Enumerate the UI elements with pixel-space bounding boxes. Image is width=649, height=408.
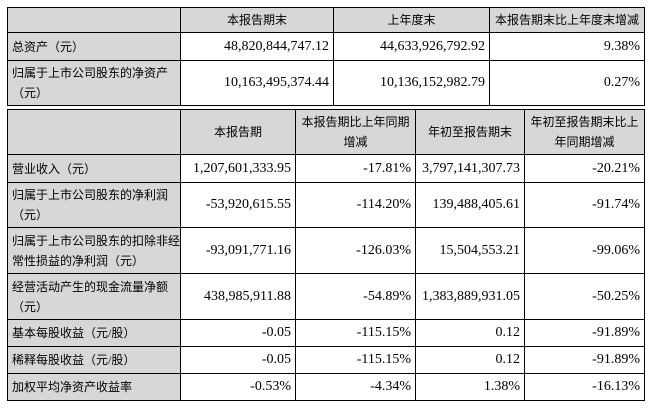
value-cell: 0.27% [489,60,645,106]
column-header-current-period-end: 本报告期末 [180,7,334,33]
value-cell: 44,633,926,792.92 [333,32,490,61]
value-cell: -114.20% [295,182,416,228]
value-cell: 10,163,495,374.44 [180,60,334,106]
table-row: 基本每股收益（元/股） -0.05 -115.15% 0.12 -91.89% [7,319,645,347]
value-cell: 0.12 [415,319,525,347]
value-cell: -99.06% [524,227,645,274]
value-cell: -91.89% [524,319,645,347]
row-label-net-profit: 归属于上市公司股东的净利润（元） [7,182,181,228]
row-label-net-assets: 归属于上市公司股东的净资产（元） [7,60,181,106]
value-cell: -53,920,615.55 [180,182,296,228]
value-cell: -4.34% [295,373,416,401]
row-label-weighted-avg-roe: 加权平均净资产收益率 [7,373,181,401]
table-row: 归属于上市公司股东的扣除非经常性损益的净利润（元） -93,091,771.16… [7,227,645,274]
row-label-total-assets: 总资产（元） [7,32,181,61]
table-row: 加权平均净资产收益率 -0.53% -4.34% 1.38% -16.13% [7,373,645,401]
row-label-diluted-eps: 稀释每股收益（元/股） [7,346,181,374]
value-cell: 15,504,553.21 [415,227,525,274]
row-label-net-profit-excl-nonrecurring: 归属于上市公司股东的扣除非经常性损益的净利润（元） [7,227,181,274]
value-cell: 1.38% [415,373,525,401]
value-cell: 9.38% [489,32,645,61]
value-cell: -17.81% [295,154,416,183]
value-cell: -16.13% [524,373,645,401]
value-cell: 0.12 [415,346,525,374]
row-label-basic-eps: 基本每股收益（元/股） [7,319,181,347]
table-row: 总资产（元） 48,820,844,747.12 44,633,926,792.… [7,32,645,61]
table-row: 经营活动产生的现金流量净额（元） 438,985,911.88 -54.89% … [7,273,645,320]
value-cell: -54.89% [295,273,416,320]
column-header-change-vs-prior-year-end: 本报告期末比上年度末增减 [489,7,645,33]
financial-indicators-sheet: 本报告期末 上年度末 本报告期末比上年度末增减 总资产（元） 48,820,84… [7,7,645,401]
column-header-year-to-date: 年初至报告期末 [415,109,525,155]
corner-cell [7,7,181,33]
corner-cell [7,109,181,155]
table-row: 稀释每股收益（元/股） -0.05 -115.15% 0.12 -91.89% [7,346,645,374]
column-header-ytd-change-vs-same-period: 年初至报告期末比上年同期增减 [524,109,645,155]
value-cell: -0.05 [180,346,296,374]
value-cell: -93,091,771.16 [180,227,296,274]
value-cell: 139,488,405.61 [415,182,525,228]
value-cell: -20.21% [524,154,645,183]
value-cell: -0.05 [180,319,296,347]
value-cell: -50.25% [524,273,645,320]
column-header-change-vs-same-period: 本报告期比上年同期增减 [295,109,416,155]
value-cell: 10,136,152,982.79 [333,60,490,106]
balance-indicators-table: 本报告期末 上年度末 本报告期末比上年度末增减 总资产（元） 48,820,84… [7,7,645,106]
table-row: 归属于上市公司股东的净资产（元） 10,163,495,374.44 10,13… [7,60,645,106]
table-header-row: 本报告期末 上年度末 本报告期末比上年度末增减 [7,7,645,33]
value-cell: 1,383,889,931.05 [415,273,525,320]
value-cell: 1,207,601,333.95 [180,154,296,183]
value-cell: -126.03% [295,227,416,274]
column-header-current-period: 本报告期 [180,109,296,155]
value-cell: -91.89% [524,346,645,374]
row-label-operating-cash-flow: 经营活动产生的现金流量净额（元） [7,273,181,320]
table-header-row: 本报告期 本报告期比上年同期增减 年初至报告期末 年初至报告期末比上年同期增减 [7,109,645,155]
column-header-prior-year-end: 上年度末 [333,7,490,33]
row-label-operating-revenue: 营业收入（元） [7,154,181,183]
table-row: 营业收入（元） 1,207,601,333.95 -17.81% 3,797,1… [7,154,645,183]
value-cell: -91.74% [524,182,645,228]
value-cell: -115.15% [295,319,416,347]
value-cell: -115.15% [295,346,416,374]
value-cell: 3,797,141,307.73 [415,154,525,183]
value-cell: -0.53% [180,373,296,401]
performance-indicators-table: 本报告期 本报告期比上年同期增减 年初至报告期末 年初至报告期末比上年同期增减 … [7,109,645,401]
value-cell: 438,985,911.88 [180,273,296,320]
table-row: 归属于上市公司股东的净利润（元） -53,920,615.55 -114.20%… [7,182,645,228]
value-cell: 48,820,844,747.12 [180,32,334,61]
